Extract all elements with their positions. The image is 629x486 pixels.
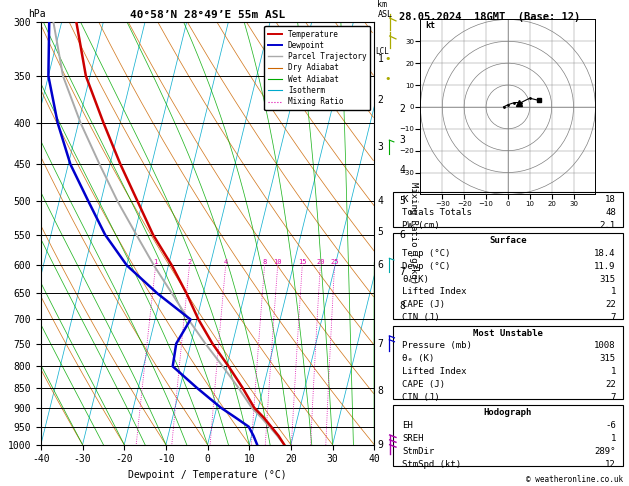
Text: 1: 1 [611, 287, 616, 296]
Text: 20: 20 [316, 260, 325, 265]
Text: 18: 18 [605, 195, 616, 204]
Text: Pressure (mb): Pressure (mb) [403, 341, 472, 350]
Text: kt: kt [425, 21, 435, 30]
Text: Surface: Surface [489, 236, 526, 245]
Text: 1: 1 [611, 434, 616, 443]
Text: 4: 4 [223, 260, 228, 265]
Text: Hodograph: Hodograph [484, 408, 532, 417]
Text: 25: 25 [330, 260, 339, 265]
Text: Temp (°C): Temp (°C) [403, 249, 451, 258]
Legend: Temperature, Dewpoint, Parcel Trajectory, Dry Adiabat, Wet Adiabat, Isotherm, Mi: Temperature, Dewpoint, Parcel Trajectory… [264, 26, 370, 110]
Text: EH: EH [403, 421, 413, 430]
Text: 18.4: 18.4 [594, 249, 616, 258]
Text: 6: 6 [399, 230, 405, 240]
Text: hPa: hPa [28, 9, 46, 19]
Text: 5: 5 [377, 227, 383, 237]
Text: K: K [403, 195, 408, 204]
Bar [393, 192, 623, 226]
Text: -6: -6 [605, 421, 616, 430]
Text: 289°: 289° [594, 447, 616, 456]
Text: 7: 7 [611, 313, 616, 322]
Bar [393, 326, 623, 399]
Text: 2: 2 [187, 260, 192, 265]
Text: 8: 8 [399, 301, 405, 311]
Bar [393, 405, 623, 466]
Text: 7: 7 [611, 393, 616, 402]
Text: SREH: SREH [403, 434, 424, 443]
Text: 8: 8 [377, 385, 383, 396]
Text: 6: 6 [377, 260, 383, 270]
Text: 4: 4 [399, 165, 405, 175]
Text: 1: 1 [611, 367, 616, 376]
Text: 12: 12 [605, 460, 616, 469]
Title: 40°58’N 28°49’E 55m ASL: 40°58’N 28°49’E 55m ASL [130, 10, 285, 20]
Text: LCL: LCL [375, 47, 389, 56]
Bar [393, 233, 623, 319]
Text: PW (cm): PW (cm) [403, 221, 440, 229]
Text: 315: 315 [599, 275, 616, 283]
Text: 1008: 1008 [594, 341, 616, 350]
Text: •: • [385, 54, 391, 64]
Text: CAPE (J): CAPE (J) [403, 380, 445, 389]
Text: km
ASL: km ASL [377, 0, 392, 19]
Text: 10: 10 [274, 260, 282, 265]
Text: 15: 15 [298, 260, 306, 265]
Text: 4: 4 [377, 196, 383, 206]
Text: StmDir: StmDir [403, 447, 435, 456]
Text: CIN (J): CIN (J) [403, 393, 440, 402]
Text: Totals Totals: Totals Totals [403, 208, 472, 217]
Text: Lifted Index: Lifted Index [403, 367, 467, 376]
Text: 8: 8 [262, 260, 267, 265]
Text: Most Unstable: Most Unstable [473, 329, 543, 337]
Text: 48: 48 [605, 208, 616, 217]
X-axis label: Dewpoint / Temperature (°C): Dewpoint / Temperature (°C) [128, 470, 287, 480]
Text: •: • [385, 74, 391, 84]
Text: 3: 3 [399, 135, 405, 145]
Text: 7: 7 [377, 339, 383, 348]
Text: StmSpd (kt): StmSpd (kt) [403, 460, 462, 469]
Text: 28.05.2024  18GMT  (Base: 12): 28.05.2024 18GMT (Base: 12) [399, 12, 581, 22]
Text: 3: 3 [377, 142, 383, 152]
Text: © weatheronline.co.uk: © weatheronline.co.uk [526, 474, 623, 484]
Text: 1: 1 [377, 54, 383, 64]
Text: θₑ (K): θₑ (K) [403, 354, 435, 363]
Text: 1: 1 [153, 260, 158, 265]
Text: θₑ(K): θₑ(K) [403, 275, 429, 283]
Text: 5: 5 [399, 196, 405, 206]
Text: Mixing Ratio (g/kg): Mixing Ratio (g/kg) [409, 182, 418, 284]
Text: 11.9: 11.9 [594, 261, 616, 271]
Text: 2: 2 [377, 95, 383, 105]
Text: Lifted Index: Lifted Index [403, 287, 467, 296]
Text: 22: 22 [605, 300, 616, 309]
Text: 9: 9 [377, 440, 383, 450]
Text: 7: 7 [399, 267, 405, 278]
Text: CAPE (J): CAPE (J) [403, 300, 445, 309]
Text: Dewp (°C): Dewp (°C) [403, 261, 451, 271]
Y-axis label: hPa: hPa [0, 225, 2, 242]
Text: 22: 22 [605, 380, 616, 389]
Text: 315: 315 [599, 354, 616, 363]
Text: CIN (J): CIN (J) [403, 313, 440, 322]
Text: 2.1: 2.1 [599, 221, 616, 229]
Text: 2: 2 [399, 104, 405, 114]
